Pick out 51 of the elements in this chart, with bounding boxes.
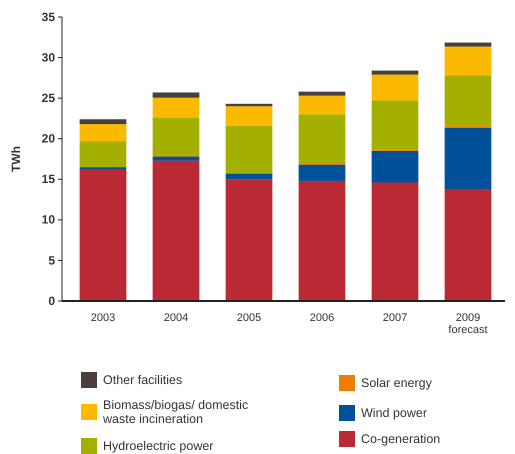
y-tick-label: 30 [42,50,56,64]
x-tick-label: 2005 [236,312,262,324]
bar [298,96,346,114]
bar [298,92,346,96]
bar [372,182,418,301]
y-tick-label: 15 [42,172,56,186]
bar [444,46,492,76]
bar [372,100,418,150]
bar [226,174,272,180]
bar [226,126,272,174]
bar [226,104,272,106]
bar [372,70,418,75]
y-tick-label: 35 [42,10,56,24]
bar [298,180,346,301]
bar [444,75,492,126]
bar [152,118,200,156]
bar [226,179,272,301]
bar [80,170,126,301]
bar [152,156,200,161]
bar [298,114,346,164]
legend-label: Wind power [361,406,427,420]
bar [444,190,492,301]
bar [152,160,200,301]
bar [80,167,126,170]
legend-label: Hydroelectric power [103,439,214,453]
legend-label: Biomass/biogas/ domestic waste incineration [102,398,248,426]
x-tick-label: 2007 [382,312,408,324]
y-tick-label: 10 [42,212,56,227]
bar [80,124,126,142]
bar [444,42,492,47]
bar [444,128,492,190]
y-tick-label: 0 [48,294,56,308]
y-axis-title: TWh [9,146,23,172]
x-tick-label: 2003 [90,312,116,324]
legend-label: Co-generation [361,432,440,446]
bar [80,119,126,124]
y-tick-label: 25 [42,90,56,105]
x-tick-label: 2009 forecast [448,312,488,336]
y-tick-label: 20 [42,132,56,146]
legend-label: Solar energy [361,376,433,390]
legend-label: Other facilities [103,373,182,387]
bar [80,141,126,168]
x-tick-label: 2006 [310,312,334,324]
bar [152,98,200,118]
x-tick-label: 2004 [164,312,188,324]
bar [372,150,418,183]
bar [226,106,272,126]
y-tick-label: 5 [48,253,56,268]
bar [298,164,346,181]
bar [152,92,200,98]
bar [372,74,418,101]
